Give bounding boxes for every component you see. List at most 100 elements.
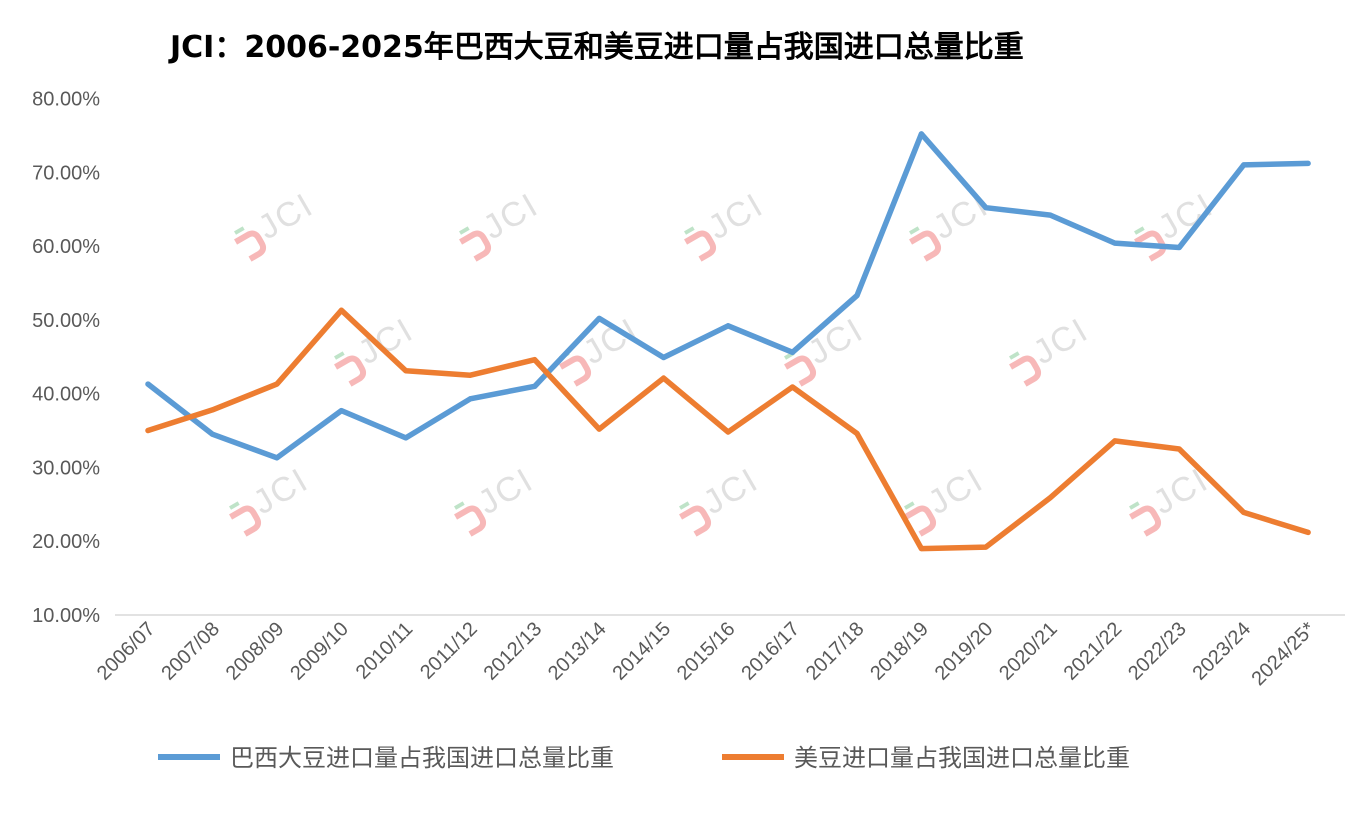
data-point <box>1112 240 1118 246</box>
watermark-text: JCI <box>697 461 765 522</box>
data-point <box>790 384 795 390</box>
series-lines <box>145 131 1311 552</box>
data-point <box>983 205 989 211</box>
data-point <box>467 372 473 378</box>
watermark-logo-accent <box>1009 351 1020 360</box>
data-point <box>1305 160 1311 166</box>
y-axis-ticks: 10.00% 20.00% 30.00% 40.00% 50.00% 60.00% 70.0… <box>32 89 100 628</box>
watermark: JCI <box>454 461 540 537</box>
watermark-logo-accent <box>234 226 245 235</box>
y-tick-label: 80.00% <box>32 89 100 111</box>
legend-label-us: 美豆进口量占我国进口总量比重 <box>794 744 1130 772</box>
x-tick-label: 2010/11 <box>352 618 418 684</box>
data-point <box>1241 162 1247 168</box>
x-tick-label: 2006/07 <box>93 618 160 685</box>
data-point <box>983 544 989 550</box>
watermark-text: JCI <box>477 186 545 247</box>
y-tick-label: 60.00% <box>32 236 100 258</box>
data-point <box>1047 212 1053 218</box>
watermark: JCI <box>904 461 990 537</box>
watermark: JCI <box>334 311 420 387</box>
x-tick-label: 2014/15 <box>608 618 675 685</box>
x-tick-label: 2021/22 <box>1060 618 1127 685</box>
y-tick-label: 50.00% <box>32 310 100 332</box>
watermark-logo-accent <box>679 501 690 510</box>
watermark-text: JCI <box>802 311 870 372</box>
data-point <box>854 430 860 436</box>
watermark-logo-mark <box>679 505 712 537</box>
watermark-logo-accent <box>454 501 465 510</box>
x-tick-label: 2012/13 <box>480 618 547 685</box>
x-tick-label: 2018/19 <box>866 618 933 685</box>
watermark-text: JCI <box>472 461 540 522</box>
watermark: JCI <box>229 461 315 537</box>
watermark-logo-accent <box>1134 226 1145 235</box>
data-point <box>274 381 280 387</box>
watermark-logo-accent <box>459 226 470 235</box>
x-tick-label: 2020/21 <box>995 618 1062 685</box>
watermark-logo-mark <box>1134 230 1167 262</box>
watermark-logo-accent <box>684 226 695 235</box>
data-point <box>661 354 667 360</box>
watermark-logo-mark <box>334 355 367 387</box>
data-point <box>338 408 344 414</box>
watermark-text: JCI <box>252 186 320 247</box>
data-point <box>1241 509 1247 515</box>
watermark-logo-mark <box>684 230 717 262</box>
data-point <box>145 428 151 434</box>
watermark: JCI <box>684 186 770 262</box>
watermark-text: JCI <box>702 186 770 247</box>
data-point <box>274 455 280 461</box>
watermark-logo-accent <box>904 501 915 510</box>
data-point <box>338 307 344 313</box>
data-point <box>403 435 409 441</box>
x-tick-label: 2011/12 <box>416 618 482 684</box>
y-tick-label: 30.00% <box>32 457 100 479</box>
watermark-logo-mark <box>454 505 487 537</box>
x-tick-label: 2007/08 <box>157 618 224 685</box>
watermark-logo-mark <box>904 505 937 537</box>
watermark-logo-accent <box>1129 501 1140 510</box>
data-point <box>790 349 795 355</box>
watermark-logo-mark <box>559 355 592 387</box>
series-line-0 <box>145 131 1311 461</box>
data-point <box>1176 245 1182 251</box>
watermark-logo-mark <box>459 230 492 262</box>
legend: 巴西大豆进口量占我国进口总量比重 美豆进口量占我国进口总量比重 <box>158 744 1130 772</box>
y-tick-label: 70.00% <box>32 162 100 184</box>
watermark-logo-accent <box>334 351 345 360</box>
data-point <box>403 368 409 374</box>
y-tick-label: 20.00% <box>32 531 100 553</box>
y-tick-label: 10.00% <box>32 605 100 627</box>
data-point <box>725 429 731 435</box>
watermark-logo-mark <box>234 230 267 262</box>
x-tick-label: 2008/09 <box>222 618 289 685</box>
x-tick-label: 2009/10 <box>286 618 353 685</box>
watermark-logo-accent <box>909 226 920 235</box>
watermark-logo-accent <box>229 501 240 510</box>
x-tick-label: 2015/16 <box>673 618 740 685</box>
data-point <box>661 375 667 381</box>
data-point <box>596 426 602 432</box>
data-point <box>467 396 473 402</box>
data-point <box>854 293 860 299</box>
chart-title: JCI：2006-2025年巴西大豆和美豆进口量占我国进口总量比重 <box>168 30 1024 65</box>
x-tick-label: 2022/23 <box>1124 618 1191 685</box>
x-tick-label: 2016/17 <box>737 618 804 685</box>
x-tick-label: 2023/24 <box>1189 618 1256 685</box>
data-point <box>918 546 924 552</box>
data-point <box>596 315 602 321</box>
x-tick-label: 2017/18 <box>802 618 869 685</box>
watermark-text: JCI <box>927 186 995 247</box>
x-tick-label: 2024/25* <box>1247 618 1319 690</box>
watermark: JCI <box>679 461 765 537</box>
watermark-text: JCI <box>1147 461 1215 522</box>
watermark: JCI <box>909 186 995 262</box>
data-point <box>918 131 924 137</box>
x-tick-label: 2019/20 <box>931 618 998 685</box>
data-point <box>209 431 215 437</box>
watermark: JCI <box>459 186 545 262</box>
watermark-text: JCI <box>1027 311 1095 372</box>
x-axis-ticks: 2006/072007/082008/092009/102010/112011/… <box>93 618 1320 690</box>
